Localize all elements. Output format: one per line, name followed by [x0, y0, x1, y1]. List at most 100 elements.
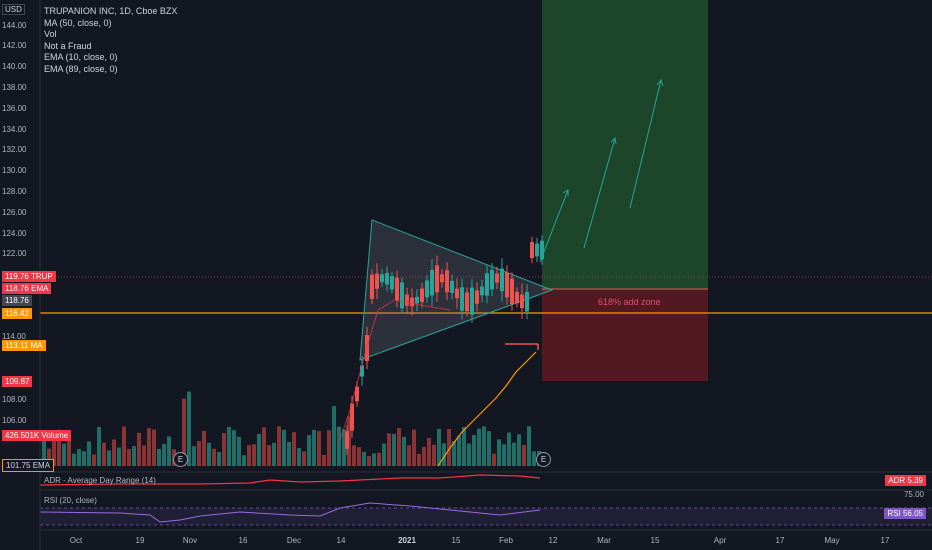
volume-bar: [52, 440, 56, 466]
add-zone-label: 618% add zone: [598, 297, 661, 307]
candle: [370, 274, 374, 299]
price-axis-label: 130.00: [2, 166, 27, 175]
volume-bar: [97, 426, 101, 466]
volume-bar: [372, 453, 376, 466]
volume-bar: [222, 433, 226, 466]
volume-bar: [72, 453, 76, 466]
time-axis-label: 16: [238, 536, 248, 545]
volume-bar: [112, 439, 116, 466]
profit-zone: [542, 0, 708, 289]
volume-bar: [217, 452, 221, 466]
volume-bar: [247, 445, 251, 466]
candle: [525, 291, 529, 312]
candle: [445, 270, 449, 293]
volume-bar: [87, 441, 91, 466]
price-axis-label: 124.00: [2, 229, 27, 238]
volume-bar: [117, 447, 121, 466]
volume-bar: [467, 443, 471, 466]
projection-arrows: [539, 78, 664, 263]
volume-bar: [147, 428, 151, 466]
time-axis-label: Oct: [69, 536, 83, 545]
candle: [530, 241, 534, 259]
legend-vol[interactable]: Vol: [44, 29, 57, 39]
ma-line: [339, 299, 451, 441]
volume-bar: [392, 433, 396, 466]
candle: [460, 287, 464, 311]
volume-tag: 426.501K Volume: [2, 430, 72, 441]
price-axis-label: 134.00: [2, 125, 27, 134]
candle: [380, 274, 384, 283]
volume-bars: [42, 391, 541, 466]
earnings-badge-2[interactable]: E: [536, 452, 551, 467]
volume-bar: [482, 426, 486, 466]
earnings-badge[interactable]: E: [173, 452, 188, 467]
candle: [535, 243, 539, 257]
price-axis-label: 136.00: [2, 104, 27, 113]
volume-bar: [402, 436, 406, 466]
legend-ema10[interactable]: EMA (10, close, 0): [44, 52, 118, 62]
volume-bar: [237, 436, 241, 466]
candle: [425, 280, 429, 298]
rsi-title[interactable]: RSI (20, close): [44, 496, 97, 505]
volume-bar: [377, 452, 381, 466]
candle: [415, 296, 419, 304]
volume-bar: [192, 446, 196, 466]
candle: [350, 403, 354, 431]
price-axis-label: 126.00: [2, 208, 27, 217]
rsi-line: [39, 502, 541, 523]
legend-symbol[interactable]: TRUPANION INC, 1D, Cboe BZX: [44, 6, 178, 16]
candle: [500, 268, 504, 292]
volume-bar: [417, 453, 421, 466]
legend-ma[interactable]: MA (50, close, 0): [44, 17, 112, 28]
candle: [405, 294, 409, 306]
candle: [505, 272, 509, 298]
ema-price-tag: 118.76 EMA: [2, 283, 52, 294]
volume-bar: [412, 429, 416, 466]
volume-bar: [42, 439, 46, 466]
candle: [420, 288, 424, 303]
candle: [515, 291, 519, 304]
legend-ema89[interactable]: EMA (89, close, 0): [44, 63, 118, 74]
price-axis-label: 114.00: [2, 332, 26, 341]
candle: [480, 286, 484, 296]
adr-line: [39, 474, 541, 486]
volume-bar: [107, 450, 111, 466]
candle: [490, 269, 494, 290]
volume-bar: [382, 443, 386, 466]
volume-bar: [437, 428, 441, 466]
volume-bar: [397, 428, 401, 466]
volume-bar: [332, 406, 336, 466]
volume-bar: [82, 451, 86, 466]
volume-bar: [487, 431, 491, 466]
trup-price-tag: 119.76 TRUP: [2, 271, 56, 282]
volume-bar: [287, 441, 291, 466]
candle: [465, 292, 469, 312]
volume-bar: [442, 443, 446, 466]
volume-bar: [507, 432, 511, 466]
adr-title[interactable]: ADR - Average Day Range (14): [44, 476, 156, 485]
volume-bar: [322, 454, 326, 466]
time-axis-label: May: [824, 536, 840, 545]
price-axis-label: 122.00: [2, 249, 27, 258]
volume-bar: [57, 429, 61, 466]
candle: [485, 273, 489, 296]
volume-bar: [527, 426, 531, 466]
price-axis-label: 132.00: [2, 145, 27, 154]
volume-bar: [77, 448, 81, 466]
legend-script[interactable]: Not a Fraud: [44, 40, 92, 51]
volume-bar: [492, 453, 496, 466]
volume-bar: [407, 445, 411, 466]
volume-bar: [207, 442, 211, 466]
volume-bar: [447, 429, 451, 466]
volume-bar: [302, 451, 306, 466]
rsi-level: 75.00: [903, 490, 924, 499]
volume-bar: [517, 434, 521, 466]
time-axis-label: 14: [336, 536, 346, 545]
time-axis-label: 15: [451, 536, 461, 545]
price-axis-label: 140.00: [2, 62, 27, 71]
volume-bar: [242, 455, 246, 466]
low-price-tag: 109.87: [2, 376, 33, 387]
volume-bar: [512, 442, 516, 466]
volume-bar: [497, 439, 501, 466]
